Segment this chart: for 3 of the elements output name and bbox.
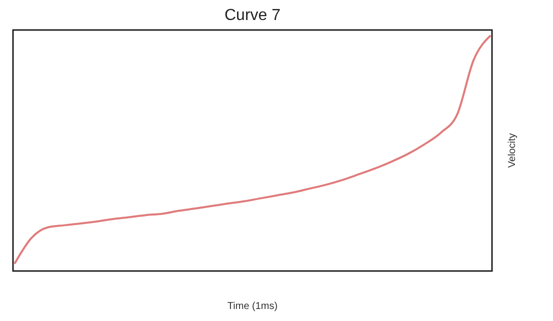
y-axis-title: Velocity — [507, 133, 518, 168]
x-axis-title: Time (1ms) — [227, 301, 278, 312]
chart-title: Curve 7 — [224, 7, 281, 24]
